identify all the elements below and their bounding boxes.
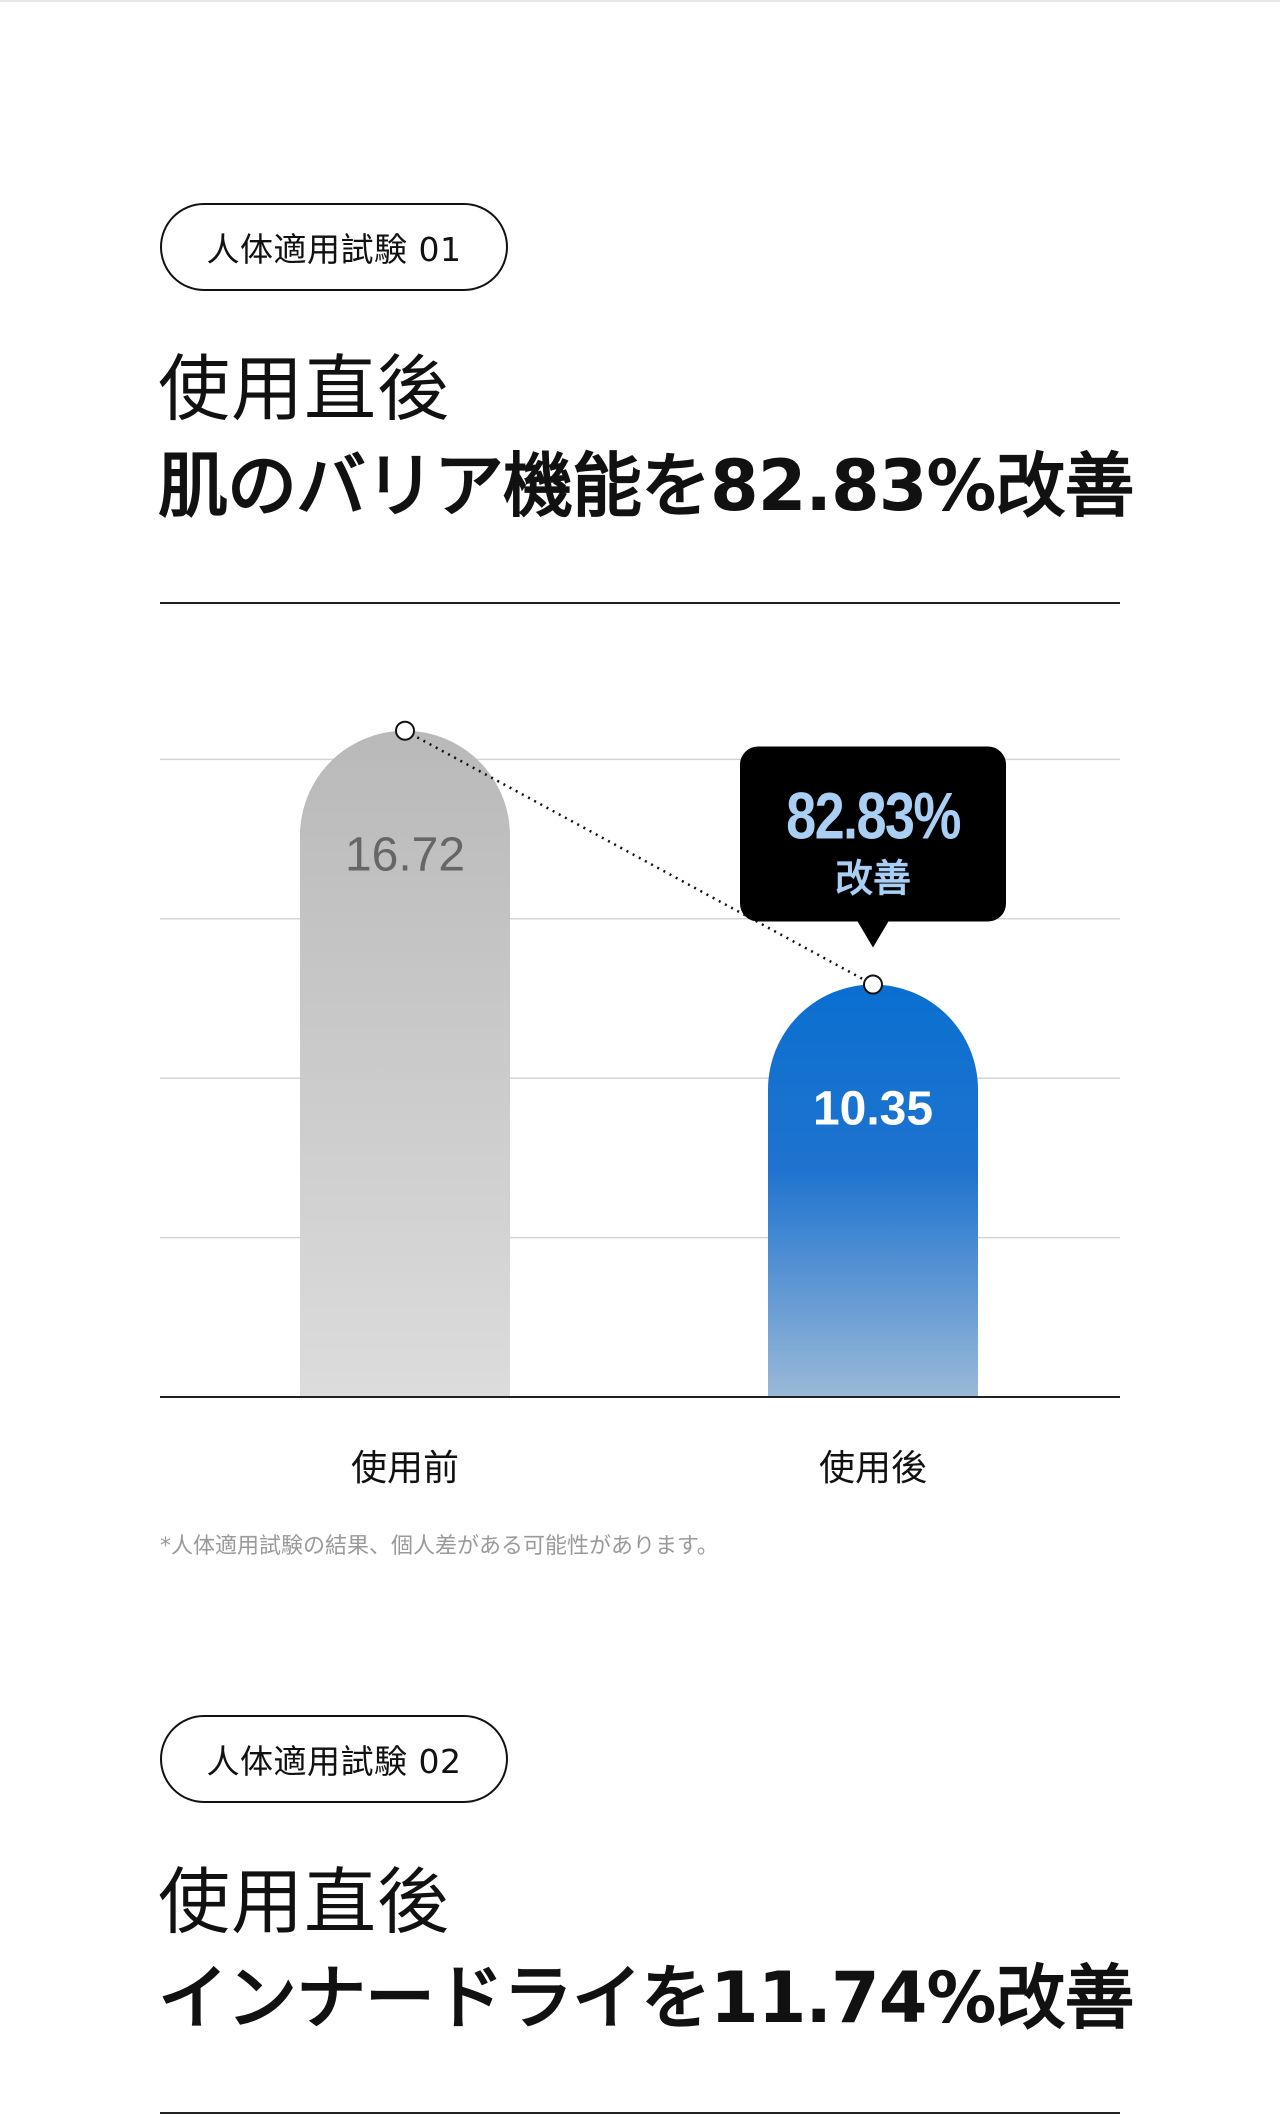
top-divider [0,0,1280,2]
footnote: *人体適用試験の結果、個人差がある可能性があります。 [160,1534,719,1559]
callout-label: 改善 [835,857,911,901]
connector-line [404,729,874,986]
bar-chart: 16.72 10.35 82.83% 改善 使用前 使用後 [160,720,1120,1489]
callout-box [740,746,1006,922]
heading-subtitle-01: 使用直後 [158,347,451,431]
value-label-before: 16.72 [345,829,465,882]
heading-subtitle-02: 使用直後 [158,1860,451,1944]
callout-value: 82.83% [786,778,961,852]
section-divider-01 [160,602,1120,604]
x-label-before: 使用前 [351,1448,459,1489]
value-label-after: 10.35 [813,1083,933,1136]
callout-pointer [857,920,889,948]
bar-before [300,730,510,1397]
section-divider-02 [160,2112,1120,2114]
bar-after [768,984,978,1397]
point-before [395,720,415,741]
point-after [863,974,883,995]
heading-title-02: インナードライを11.74%改善 [158,1957,1135,2039]
test-badge-01: 人体適用試験 01 [160,203,508,291]
heading-title-01: 肌のバリア機能を82.83%改善 [158,445,1135,527]
test-badge-02: 人体適用試験 02 [160,1715,508,1803]
x-label-after: 使用後 [819,1448,927,1489]
